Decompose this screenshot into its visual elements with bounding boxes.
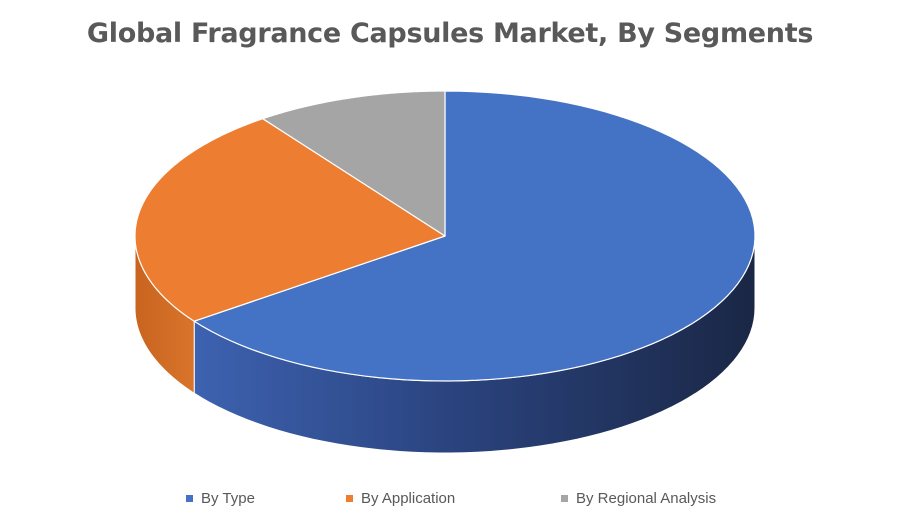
legend-item-by-type: By Type	[186, 490, 255, 507]
legend-item-by-application: By Application	[346, 490, 455, 507]
legend: By Type By Application By Regional Analy…	[0, 490, 900, 514]
legend-label-by-application: By Application	[361, 490, 456, 507]
legend-swatch-by-regional-analysis	[561, 495, 568, 502]
legend-swatch-by-type	[186, 495, 193, 502]
chart-title: Global Fragrance Capsules Market, By Seg…	[86, 18, 814, 49]
pie-chart	[134, 90, 756, 454]
pie-slice-by-application	[134, 118, 446, 322]
legend-item-by-regional-analysis: By Regional Analysis	[561, 490, 716, 507]
pie-slice-by-regional-analysis	[262, 90, 446, 237]
legend-label-by-type: By Type	[201, 490, 255, 507]
legend-label-by-regional-analysis: By Regional Analysis	[576, 490, 717, 507]
legend-swatch-by-application	[346, 495, 353, 502]
pie-slice-by-type	[193, 90, 756, 382]
